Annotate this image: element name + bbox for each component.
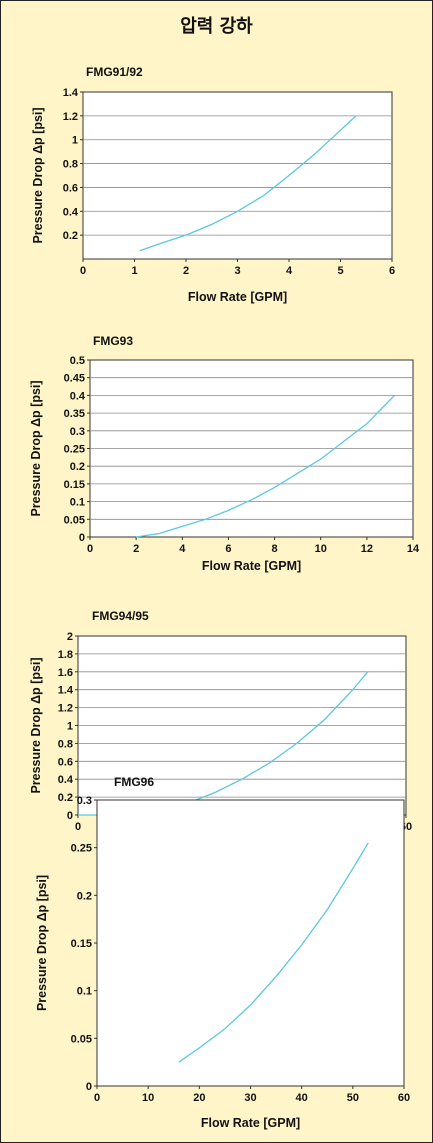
chart-title: FMG93 xyxy=(93,334,133,348)
y-tick-label: 1.4 xyxy=(58,685,74,697)
y-tick-label: 0 xyxy=(67,810,73,822)
y-tick-label: 0.5 xyxy=(70,355,85,367)
chart-title: FMG94/95 xyxy=(92,609,149,623)
y-tick-label: 1 xyxy=(67,721,73,733)
y-tick-label: 0.3 xyxy=(70,426,85,438)
plot-area xyxy=(96,799,405,1087)
y-axis-label: Pressure Drop Δp [psi] xyxy=(35,875,49,1011)
x-tick-label: 50 xyxy=(347,1092,359,1104)
x-tick-label: 30 xyxy=(244,1092,256,1104)
y-axis-label: Pressure Drop Δp [psi] xyxy=(29,657,43,793)
y-tick-label: 0.35 xyxy=(64,408,85,420)
y-tick-label: 0.2 xyxy=(58,792,73,804)
y-tick-label: 0.8 xyxy=(58,738,73,750)
y-tick-label: 1.8 xyxy=(58,649,73,661)
x-tick-label: 2 xyxy=(183,265,189,277)
y-tick-label: 0.15 xyxy=(71,938,92,950)
x-tick-label: 12 xyxy=(361,543,373,555)
y-tick-label: 0.4 xyxy=(63,206,79,218)
x-tick-label: 3 xyxy=(234,265,240,277)
x-tick-label: 40 xyxy=(296,1092,308,1104)
x-tick-label: 0 xyxy=(80,265,86,277)
x-tick-label: 1 xyxy=(131,265,137,277)
x-axis-label: Flow Rate [GPM] xyxy=(202,559,301,573)
y-tick-label: 1.6 xyxy=(58,667,73,679)
y-tick-label: 2 xyxy=(67,631,73,643)
x-tick-label: 4 xyxy=(179,543,186,555)
x-tick-label: 60 xyxy=(398,1092,410,1104)
series-line xyxy=(178,842,369,1063)
y-axis-label: Pressure Drop Δp [psi] xyxy=(29,380,43,516)
series-line xyxy=(139,115,357,252)
y-tick-label: 0.6 xyxy=(63,182,78,194)
y-tick-label: 0.15 xyxy=(64,479,85,491)
y-tick-label: 0 xyxy=(79,532,85,544)
x-tick-label: 2 xyxy=(133,543,139,555)
y-tick-label: 0.1 xyxy=(70,497,85,509)
plot-area xyxy=(82,91,393,260)
chart-2: 0 0.05 0.1 0.15 0.2 0.25 0.3 0.35 0.4 0.45 0.5 0 2 4 6… xyxy=(29,334,420,573)
chart-1: 0.2 0.4 0.6 0.8 1 1.2 1.4 0 1 2 3 4 5 6 FMG91/92 Flow R… xyxy=(31,65,395,304)
y-axis-label: Pressure Drop Δp [psi] xyxy=(31,107,45,243)
x-axis-label: Flow Rate [GPM] xyxy=(188,290,287,304)
x-tick-label: 10 xyxy=(142,1092,154,1104)
y-tick-label: 0.25 xyxy=(71,843,92,855)
y-tick-label: 0.45 xyxy=(64,373,85,385)
y-tick-label: 1.2 xyxy=(63,111,78,123)
x-tick-label: 4 xyxy=(286,265,293,277)
y-tick-label: 1.4 xyxy=(63,87,79,99)
y-tick-label: 0.6 xyxy=(58,756,73,768)
chart-title: FMG96 xyxy=(114,775,154,789)
y-tick-label: 0.2 xyxy=(63,230,78,242)
x-axis-label: Flow Rate [GPM] xyxy=(201,1116,300,1130)
y-tick-label: 0.1 xyxy=(77,986,92,998)
x-tick-label: 0 xyxy=(94,1092,100,1104)
x-tick-label: 5 xyxy=(337,265,343,277)
y-tick-label: 0.4 xyxy=(58,774,74,786)
x-tick-label: 20 xyxy=(193,1092,205,1104)
x-tick-label: 8 xyxy=(272,543,278,555)
chart-4: 0 0.05 0.1 0.15 0.2 0.25 0.3 0 10 20 30 40 50 60 FMG96… xyxy=(35,775,410,1130)
y-tick-label: 0.3 xyxy=(77,795,92,807)
y-tick-label: 1.2 xyxy=(58,703,73,715)
series-line xyxy=(136,394,395,538)
x-tick-label: 6 xyxy=(225,543,231,555)
y-tick-label: 0.4 xyxy=(70,390,86,402)
x-tick-label: 0 xyxy=(75,821,81,833)
y-tick-label: 0.2 xyxy=(77,890,92,902)
y-tick-label: 0.05 xyxy=(64,514,85,526)
x-tick-label: 10 xyxy=(315,543,327,555)
y-tick-label: 0 xyxy=(86,1081,92,1093)
x-tick-label: 0 xyxy=(87,543,93,555)
y-tick-label: 0.25 xyxy=(64,444,85,456)
x-tick-label: 6 xyxy=(389,265,395,277)
chart-title: FMG91/92 xyxy=(86,65,143,79)
x-tick-label: 14 xyxy=(407,543,420,555)
y-tick-label: 1 xyxy=(72,135,78,147)
page-title: 압력 강하 xyxy=(180,16,253,37)
y-tick-label: 0.2 xyxy=(70,461,85,473)
y-tick-label: 0.05 xyxy=(71,1033,92,1045)
y-tick-label: 0.8 xyxy=(63,159,78,171)
